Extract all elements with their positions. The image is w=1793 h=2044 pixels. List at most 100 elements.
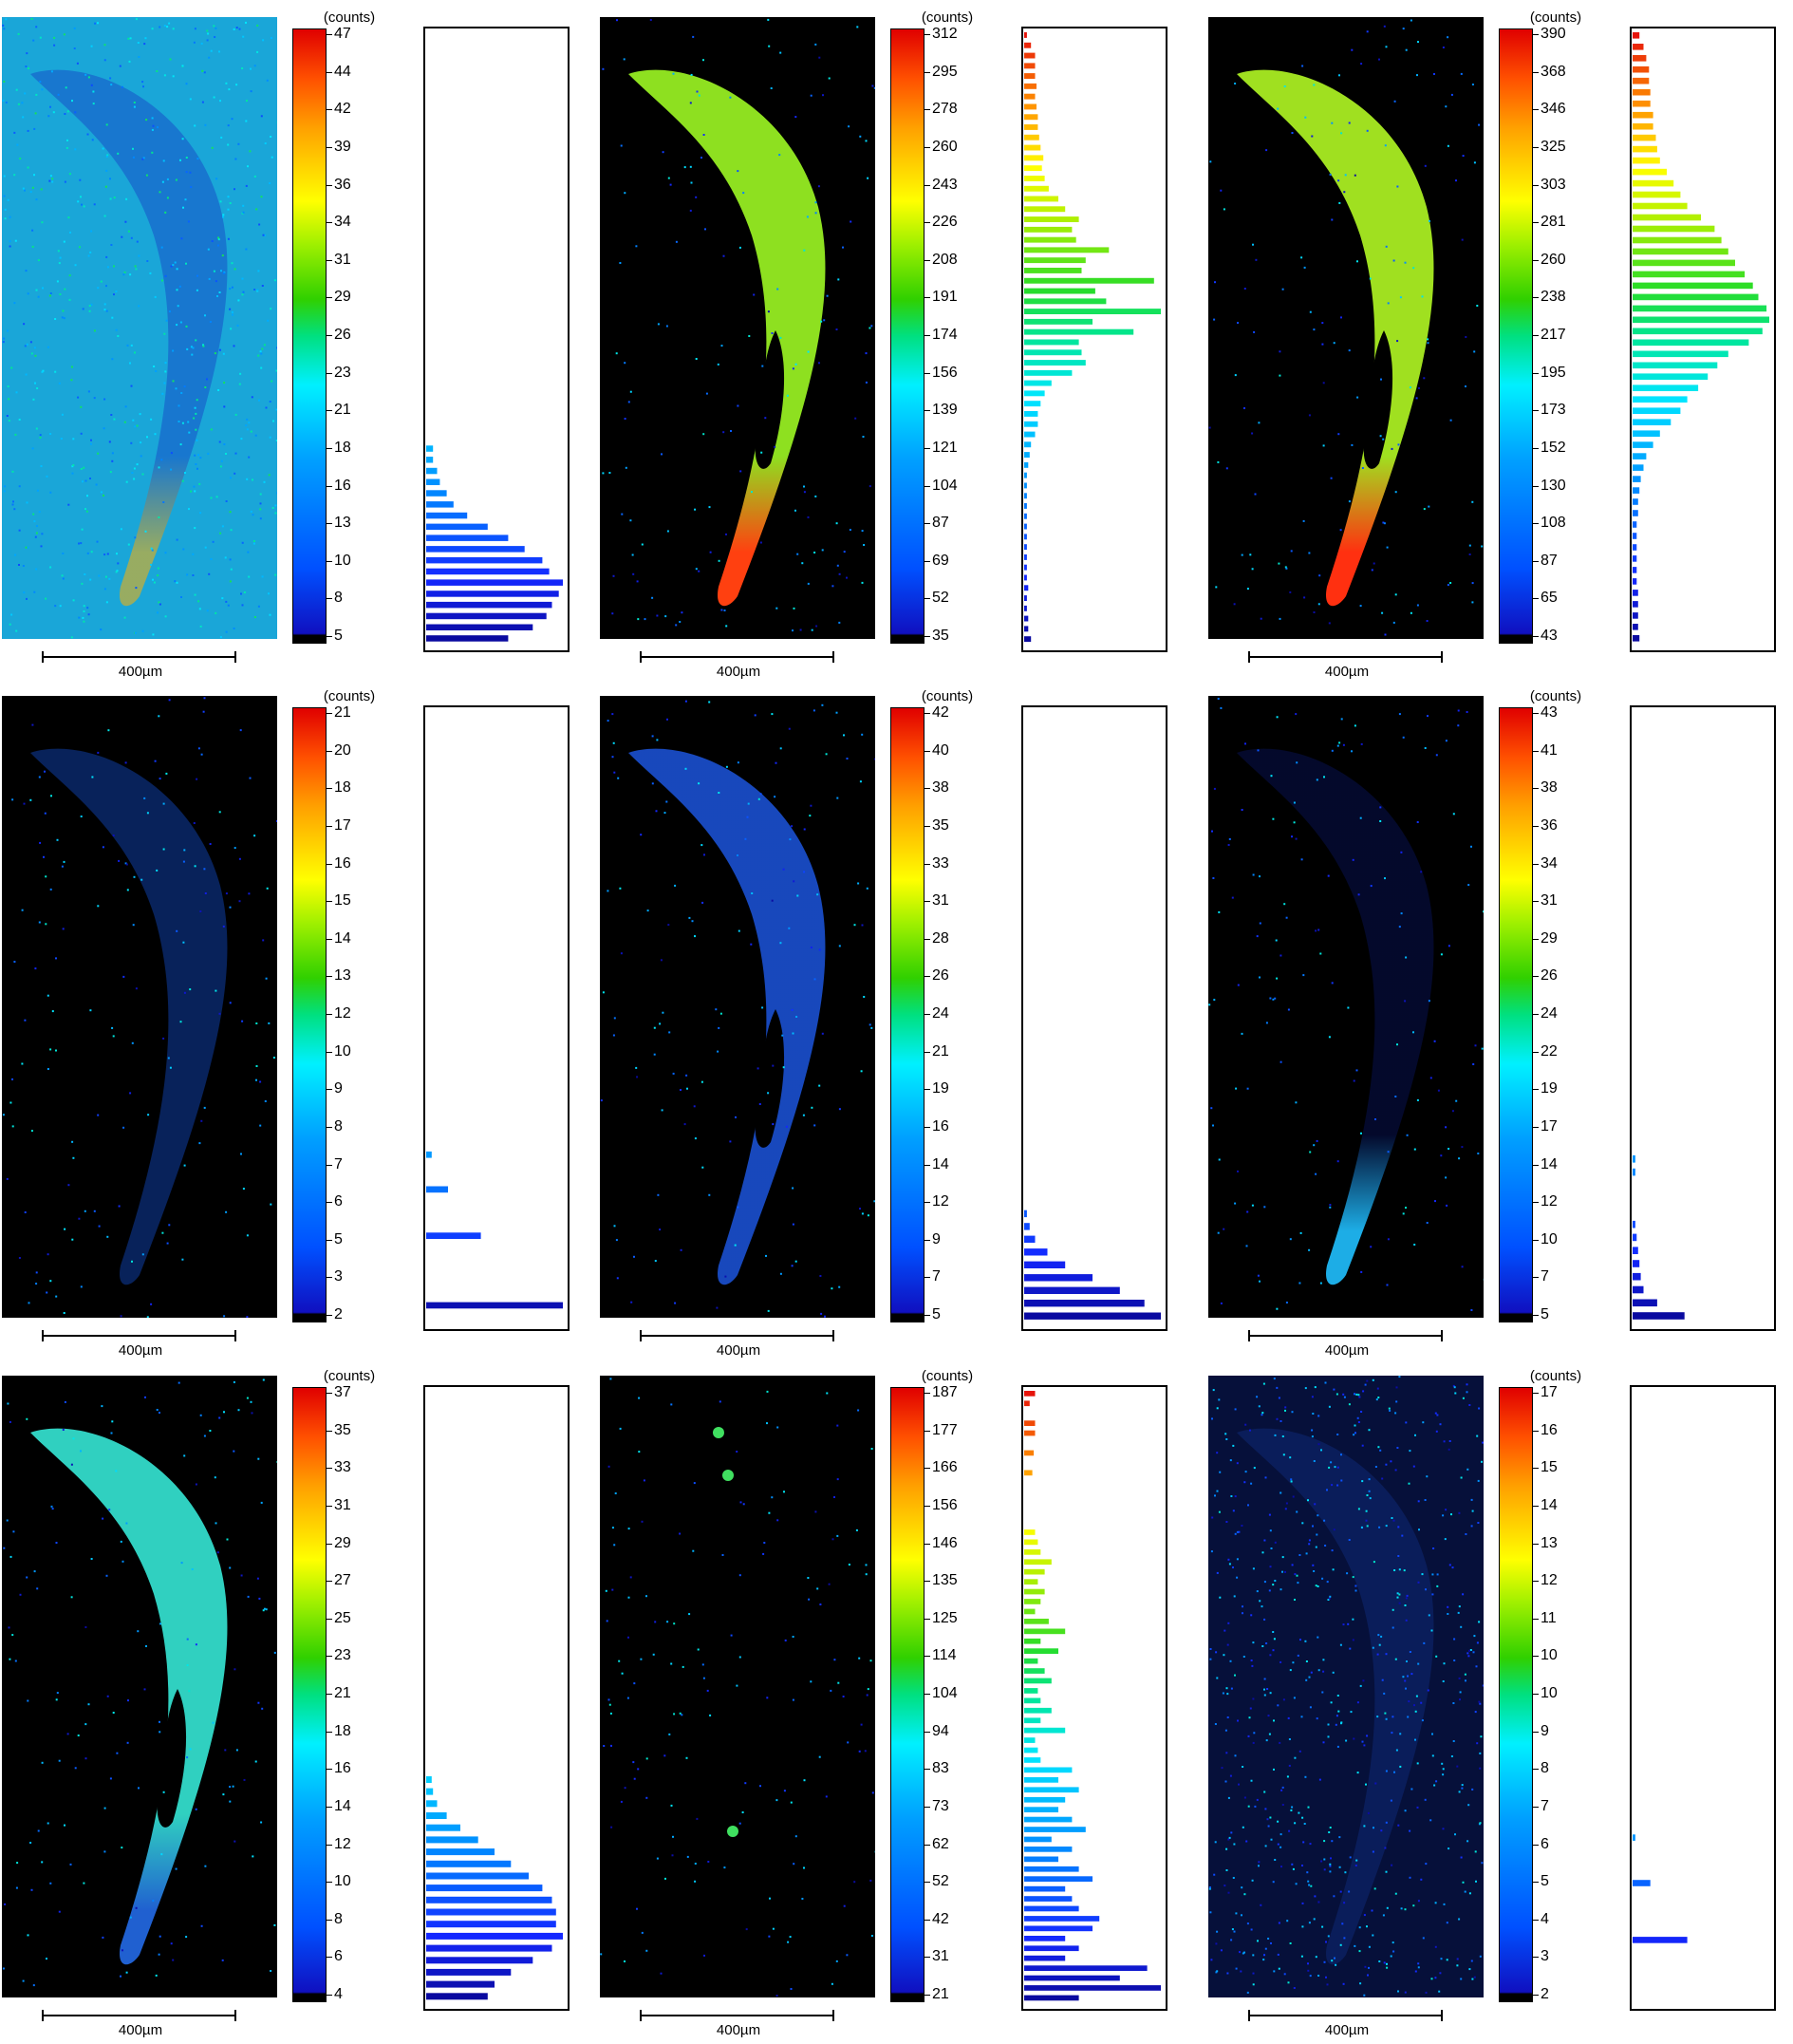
colorbar-unit: (counts) [323,688,376,704]
noise-pixel [1308,1539,1311,1542]
noise-pixel [688,1613,691,1616]
colorbar-tick-label: 17 [334,816,351,834]
colorbar-tick-label: 73 [932,1797,949,1814]
noise-pixel [17,32,20,35]
noise-pixel [1390,1955,1392,1958]
noise-pixel [276,492,277,495]
noise-pixel [9,1420,11,1423]
noise-pixel [256,1577,259,1580]
noise-pixel [789,1936,792,1939]
noise-pixel [231,118,233,121]
noise-pixel [225,892,228,895]
noise-pixel [33,520,36,523]
noise-pixel [1302,519,1305,522]
noise-pixel [186,1638,189,1641]
colorbar-tick [327,1694,332,1695]
colorbar-tick [327,825,332,827]
noise-pixel [681,1714,683,1716]
colorbar-tick-label: 5 [1541,1873,1549,1890]
noise-pixel [1313,328,1316,331]
noise-pixel [1396,1043,1398,1046]
histogram-bar [1024,360,1086,366]
noise-pixel [1227,1796,1230,1799]
noise-pixel [1246,588,1249,591]
noise-pixel [626,1697,629,1699]
noise-pixel [23,323,26,326]
noise-pixel [1279,1833,1282,1836]
noise-pixel [857,882,860,885]
noise-pixel [77,396,80,399]
noise-pixel [257,354,260,357]
noise-pixel [1229,1774,1232,1777]
noise-pixel [167,1057,170,1060]
noise-pixel [35,532,38,534]
noise-pixel [41,88,44,91]
noise-pixel [1315,1172,1317,1175]
colorbar-tick-label: 174 [932,327,958,343]
noise-pixel [126,889,129,891]
noise-pixel [702,134,705,136]
histogram-bar [1633,77,1650,84]
noise-pixel [821,1032,824,1035]
noise-pixel [1261,1645,1264,1647]
noise-pixel [1236,1462,1239,1465]
colorbar-tick [1533,1731,1539,1733]
noise-pixel [686,1855,689,1858]
noise-pixel [154,433,157,436]
noise-pixel [1434,1200,1436,1203]
noise-pixel [160,459,163,461]
element-map-image [1208,696,1484,1318]
noise-pixel [73,47,76,49]
noise-pixel [1335,1963,1337,1966]
noise-pixel [1399,1765,1402,1768]
noise-pixel [127,230,130,233]
histogram-bar [1633,328,1763,335]
noise-pixel [1287,1981,1290,1984]
noise-pixel [120,1975,121,1978]
colorbar-tick [327,750,332,752]
noise-pixel [13,302,16,305]
histogram-bar [1024,83,1037,89]
noise-pixel [188,508,190,511]
noise-pixel [754,714,756,717]
noise-pixel [170,452,173,455]
histogram-bar [1024,636,1032,643]
noise-pixel [208,56,211,59]
noise-pixel [240,438,243,441]
noise-pixel [1342,1623,1345,1626]
colorbar-tick-label: 16 [334,1760,351,1777]
histogram-bar [426,1232,481,1239]
noise-pixel [812,709,815,712]
colorbar-tick [327,184,332,186]
noise-pixel [131,1041,134,1044]
colorbar-tick-label: 9 [932,1230,941,1247]
colorbar-tick [1533,1239,1539,1241]
noise-pixel [2,1967,5,1970]
noise-pixel [46,475,48,478]
noise-pixel [262,39,265,42]
colorbar-tick-label: 29 [1541,929,1558,947]
histogram-bar [1633,1155,1635,1163]
noise-pixel [1227,1622,1230,1624]
noise-pixel [1447,1605,1449,1608]
noise-pixel [1475,1880,1477,1883]
colorbar-tick [1533,1430,1539,1432]
noise-pixel [679,621,682,623]
noise-pixel [1456,1958,1459,1960]
colorbar-unit: (counts) [921,688,974,704]
noise-pixel [1427,715,1429,718]
noise-pixel [700,844,703,847]
noise-pixel [223,382,226,384]
noise-pixel [260,1821,263,1824]
noise-pixel [1358,1926,1361,1929]
noise-pixel [217,236,220,239]
noise-pixel [105,255,108,258]
noise-pixel [124,405,127,408]
noise-pixel [1431,1733,1433,1735]
element-map-image [2,1376,277,1997]
noise-pixel [1295,1101,1298,1104]
noise-pixel [177,305,179,308]
noise-pixel [656,1857,659,1860]
noise-pixel [1393,1569,1396,1571]
noise-pixel [74,148,77,151]
